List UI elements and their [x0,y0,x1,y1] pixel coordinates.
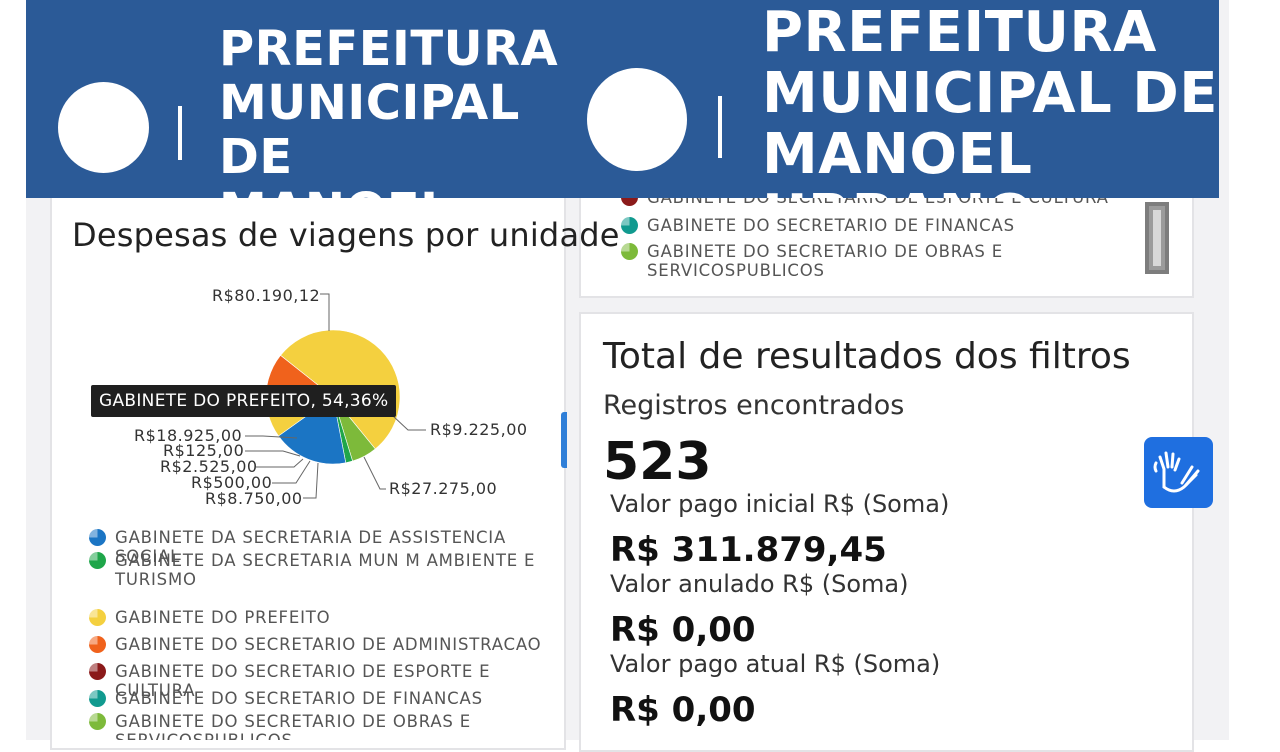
pie-data-label: R$500,00 [191,473,272,492]
logo-separator [718,96,722,158]
pie-swatch-icon [89,552,106,569]
pie-data-label: R$8.750,00 [205,489,303,508]
site-title: PREFEITURA MUNICIPAL DE MANOEL URBANO [762,0,1218,198]
records-label: Registros encontrados [603,390,905,421]
pie-label-connector [392,415,426,431]
logo-emblem-icon [58,82,149,173]
chart-title: Despesas de viagens por unidade [72,216,620,254]
pie-data-label: R$9.225,00 [430,420,528,439]
legend-label: GABINETE DO SECRETARIO DE FINANCAS [647,216,1015,235]
chart-tooltip: GABINETE DO PREFEITO, 54,36% [91,385,397,417]
pie-label-connector [320,293,330,331]
pie-data-label: R$27.275,00 [389,479,497,498]
pie-swatch-icon [89,636,106,653]
pie-swatch-icon [89,713,106,730]
legend-label: GABINETE DA SECRETARIA DE ASSISTENCIA SO… [115,528,507,566]
legend-label: GABINETE DO SECRETARIO DE ADMINISTRACAO [115,635,542,654]
logo-emblem-icon [587,68,687,171]
chart-legend-scrolled: GABINETE DO SECRETARIO DE ESPORTE E CULT… [621,196,1131,276]
pie-label-connector [245,450,301,457]
legend-label: GABINETE DA SECRETARIA MUN M AMBIENTE E … [115,551,536,589]
header-logo-right[interactable]: PREFEITURA MUNICIPAL DE MANOEL URBANO [566,0,1219,198]
pie-swatch-icon [621,217,638,234]
totals-card [579,312,1194,752]
cancelled-value: R$ 0,00 [610,610,756,650]
pie-swatch-icon [89,663,106,680]
chart-legend: GABINETE DA SECRETARIA DE ASSISTENCIA SO… [89,528,559,740]
totals-title: Total de resultados dos filtros [603,336,1131,377]
pie-label-connector [363,456,386,490]
chart-card [50,190,566,750]
pie-swatch-icon [89,690,106,707]
pie-data-label: R$125,00 [163,441,244,460]
paid-initial-label: Valor pago inicial R$ (Soma) [610,490,950,518]
pie-swatch-icon [621,243,638,260]
legend-label: GABINETE DO SECRETARIO DE FINANCAS [115,689,483,708]
sign-language-hand-icon [1153,451,1200,493]
header-logo-left[interactable]: PREFEITURA MUNICIPAL DE MANOEL URBANO [26,0,586,198]
site-title: PREFEITURA MUNICIPAL DE MANOEL URBANO [219,21,559,198]
accessibility-button[interactable] [1144,437,1213,508]
legend-card-top [579,190,1194,298]
pie-swatch-icon [89,609,106,626]
paid-initial-value: R$ 311.879,45 [610,530,887,570]
legend-label: GABINETE DO SECRETARIO DE OBRAS E SERVIC… [115,712,471,740]
site-header: PREFEITURA MUNICIPAL DE MANOEL URBANO PR… [26,0,1219,198]
pie-label-connector [245,435,298,439]
pie-data-label: R$18.925,00 [134,426,242,445]
carousel-handle[interactable] [561,412,567,468]
pie-data-label: R$80.190,12 [212,286,320,305]
logo-separator [178,106,182,160]
pie-label-connector [272,460,311,484]
cancelled-label: Valor anulado R$ (Soma) [610,570,909,598]
legend-scrollbar-thumb[interactable] [1145,202,1169,274]
legend-label: GABINETE DO SECRETARIO DE ESPORTE E CULT… [647,196,1109,207]
pie-label-connector [303,462,319,499]
legend-label: GABINETE DO PREFEITO [115,608,331,627]
pie-data-label: R$2.525,00 [160,457,258,476]
pie-swatch-icon [621,196,638,206]
pie-label-connector [256,458,304,468]
legend-label: GABINETE DO SECRETARIO DE ESPORTE E CULT… [115,662,491,700]
pie-swatch-icon [89,529,106,546]
records-count: 523 [603,432,712,492]
paid-current-value: R$ 0,00 [610,690,756,730]
paid-current-label: Valor pago atual R$ (Soma) [610,650,941,678]
legend-label: GABINETE DO SECRETARIO DE OBRAS E SERVIC… [647,242,1003,276]
